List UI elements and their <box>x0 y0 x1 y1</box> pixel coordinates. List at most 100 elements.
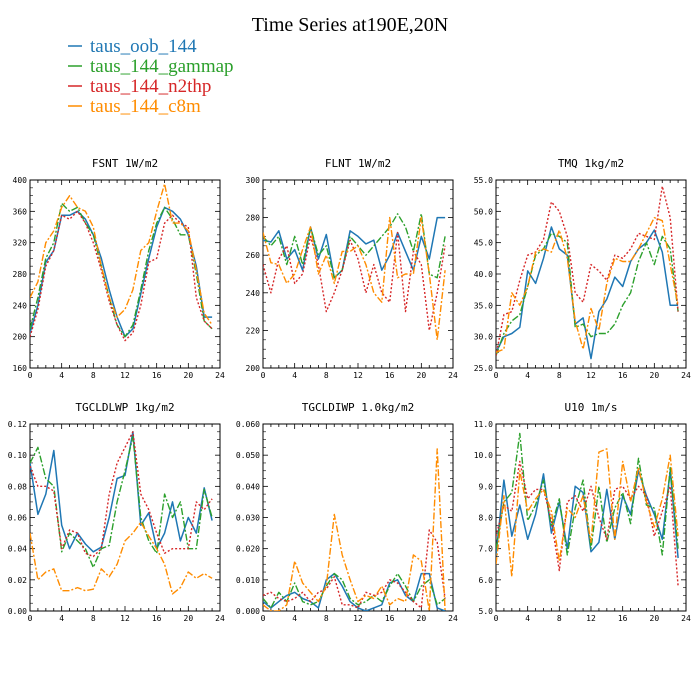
y-tick-label: 50.0 <box>474 207 493 216</box>
chart-panel: TMQ 1kg/m2 0 4 8 12 16 20 24 25.0 30.0 35.0 40.0 45.… <box>474 157 691 380</box>
x-tick-label: 4 <box>59 371 64 380</box>
y-tick-label: 0.060 <box>236 420 260 429</box>
y-tick-label: 280 <box>246 214 261 223</box>
y-tick-label: 0.010 <box>236 576 260 585</box>
legend: taus_oob_144taus_144_gammaptaus_144_n2th… <box>68 36 234 117</box>
x-tick-label: 20 <box>184 614 194 623</box>
y-tick-label: 0.030 <box>236 514 260 523</box>
x-tick-label: 0 <box>28 614 33 623</box>
series-line <box>263 529 446 609</box>
panel-title: FSNT 1W/m2 <box>92 157 158 170</box>
series-line <box>496 216 679 353</box>
x-tick-label: 8 <box>91 614 96 623</box>
x-tick-label: 16 <box>152 614 162 623</box>
x-tick-label: 16 <box>385 371 395 380</box>
y-tick-label: 200 <box>246 364 261 373</box>
chart-panel: TGCLDIWP 1.0kg/m2 0 4 8 12 16 20 24 0.000 0.010 0.… <box>236 401 458 623</box>
x-tick-label: 16 <box>618 614 628 623</box>
y-tick-label: 10.0 <box>474 451 493 460</box>
x-tick-label: 0 <box>494 614 499 623</box>
y-tick-label: 0.020 <box>236 545 260 554</box>
y-tick-label: 40.0 <box>474 270 493 279</box>
x-tick-label: 16 <box>618 371 628 380</box>
y-tick-label: 260 <box>246 251 261 260</box>
panel-title: TGCLDIWP 1.0kg/m2 <box>302 401 415 414</box>
x-tick-label: 24 <box>448 371 458 380</box>
series-line <box>30 210 213 342</box>
series-line <box>30 435 213 569</box>
y-tick-label: 220 <box>246 326 261 335</box>
x-tick-label: 20 <box>417 614 427 623</box>
x-tick-label: 20 <box>650 371 660 380</box>
series-line <box>496 432 679 556</box>
y-tick-label: 0.10 <box>8 451 27 460</box>
plot-frame <box>495 179 687 369</box>
y-tick-label: 8.0 <box>479 514 494 523</box>
legend-label: taus_144_c8m <box>90 96 201 117</box>
series-line <box>30 431 213 558</box>
legend-label: taus_144_gammap <box>90 56 234 77</box>
y-tick-label: 25.0 <box>474 364 493 373</box>
y-tick-label: 0.08 <box>8 482 27 491</box>
x-tick-label: 8 <box>324 371 329 380</box>
y-tick-label: 300 <box>246 176 261 185</box>
x-tick-label: 12 <box>353 614 363 623</box>
y-tick-label: 6.0 <box>479 576 494 585</box>
x-tick-label: 12 <box>353 371 363 380</box>
y-tick-label: 11.0 <box>474 420 493 429</box>
x-tick-label: 4 <box>525 614 530 623</box>
panel-title: TMQ 1kg/m2 <box>558 157 624 170</box>
series-line <box>263 216 446 341</box>
x-tick-label: 16 <box>152 371 162 380</box>
x-tick-label: 4 <box>292 371 297 380</box>
plot-frame <box>262 179 454 369</box>
y-tick-label: 9.0 <box>479 482 494 491</box>
chart-panel: FSNT 1W/m2 0 4 8 12 16 20 24 160 200 240 280 320 360 4… <box>13 157 225 380</box>
panel-title: FLNT 1W/m2 <box>325 157 391 170</box>
x-tick-label: 4 <box>525 371 530 380</box>
x-tick-label: 24 <box>215 371 225 380</box>
panel-title: TGCLDLWP 1kg/m2 <box>75 401 174 414</box>
series-line <box>263 572 446 609</box>
y-tick-label: 0.12 <box>8 420 27 429</box>
y-tick-label: 35.0 <box>474 301 493 310</box>
x-tick-label: 24 <box>215 614 225 623</box>
y-tick-label: 5.0 <box>479 607 494 616</box>
chart-panel: U10 1m/s 0 4 8 12 16 20 24 5.0 6.0 7.0 8.0 9.0 10.0 11… <box>474 401 691 623</box>
y-tick-label: 0.04 <box>8 545 27 554</box>
x-tick-label: 12 <box>120 371 130 380</box>
y-tick-label: 55.0 <box>474 176 493 185</box>
y-tick-label: 0.00 <box>8 607 27 616</box>
x-tick-label: 12 <box>586 371 596 380</box>
x-tick-label: 8 <box>324 614 329 623</box>
series-line <box>263 213 446 279</box>
x-tick-label: 0 <box>494 371 499 380</box>
series-line <box>263 448 446 611</box>
series-line <box>263 572 446 611</box>
series-line <box>496 185 679 356</box>
y-tick-label: 0.02 <box>8 576 27 585</box>
chart-panel: TGCLDLWP 1kg/m2 0 4 8 12 16 20 24 0.00 0.02 0.04 0.… <box>8 401 225 623</box>
figure-title: Time Series at190E,20N <box>252 14 448 36</box>
y-tick-label: 400 <box>13 176 28 185</box>
series-line <box>30 521 213 595</box>
series-line <box>496 460 679 587</box>
x-tick-label: 16 <box>385 614 395 623</box>
x-tick-label: 4 <box>59 614 64 623</box>
y-tick-label: 240 <box>246 289 261 298</box>
x-tick-label: 8 <box>557 614 562 623</box>
y-tick-label: 200 <box>13 333 28 342</box>
y-tick-label: 7.0 <box>479 545 494 554</box>
x-tick-label: 0 <box>261 614 266 623</box>
y-tick-label: 0.050 <box>236 451 260 460</box>
x-tick-label: 24 <box>681 614 691 623</box>
y-tick-label: 320 <box>13 239 28 248</box>
legend-label: taus_oob_144 <box>90 36 197 57</box>
y-tick-label: 160 <box>13 364 28 373</box>
x-tick-label: 8 <box>557 371 562 380</box>
y-tick-label: 0.000 <box>236 607 260 616</box>
series-line <box>30 202 213 338</box>
series-line <box>30 183 213 326</box>
series-line <box>496 448 679 578</box>
x-tick-label: 8 <box>91 371 96 380</box>
